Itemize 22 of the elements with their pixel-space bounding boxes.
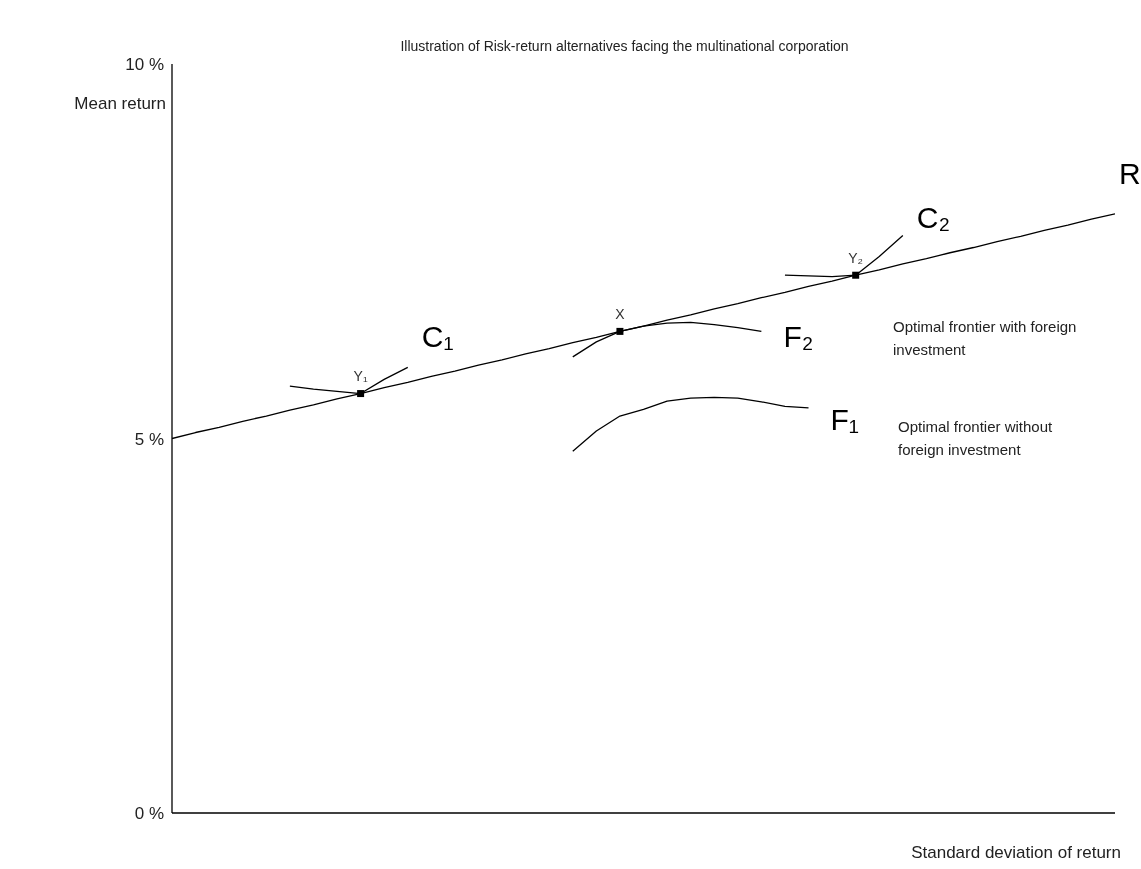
y-axis-title: Mean return — [73, 94, 166, 114]
series-label: F₁ — [830, 402, 859, 436]
series-label: C₁ — [421, 320, 454, 354]
y-tick-label: 10 % — [125, 55, 164, 75]
series-label: C₂ — [916, 200, 951, 234]
series-label: R — [1119, 156, 1141, 190]
line-series — [784, 234, 904, 278]
line-series — [572, 321, 763, 358]
series-label: Y₂ — [848, 249, 864, 266]
y-tick-label: 0 % — [134, 804, 164, 824]
series-label: F₂ — [783, 320, 814, 354]
x-axis-title: Standard deviation of return — [911, 843, 1121, 863]
y-tick-label: 5 % — [134, 429, 164, 449]
line-series — [572, 396, 810, 452]
point — [616, 327, 624, 335]
series-label: Y₁ — [353, 368, 368, 385]
chart-title: Illustration of Risk-return alternatives facing the multinational corporation — [399, 38, 850, 54]
series-label: X — [615, 305, 626, 322]
annotation: Optimal frontier without foreign investment — [898, 417, 1054, 460]
point — [852, 271, 860, 279]
annotation: Optimal frontier with foreign investment — [893, 317, 1078, 360]
point — [357, 390, 365, 398]
